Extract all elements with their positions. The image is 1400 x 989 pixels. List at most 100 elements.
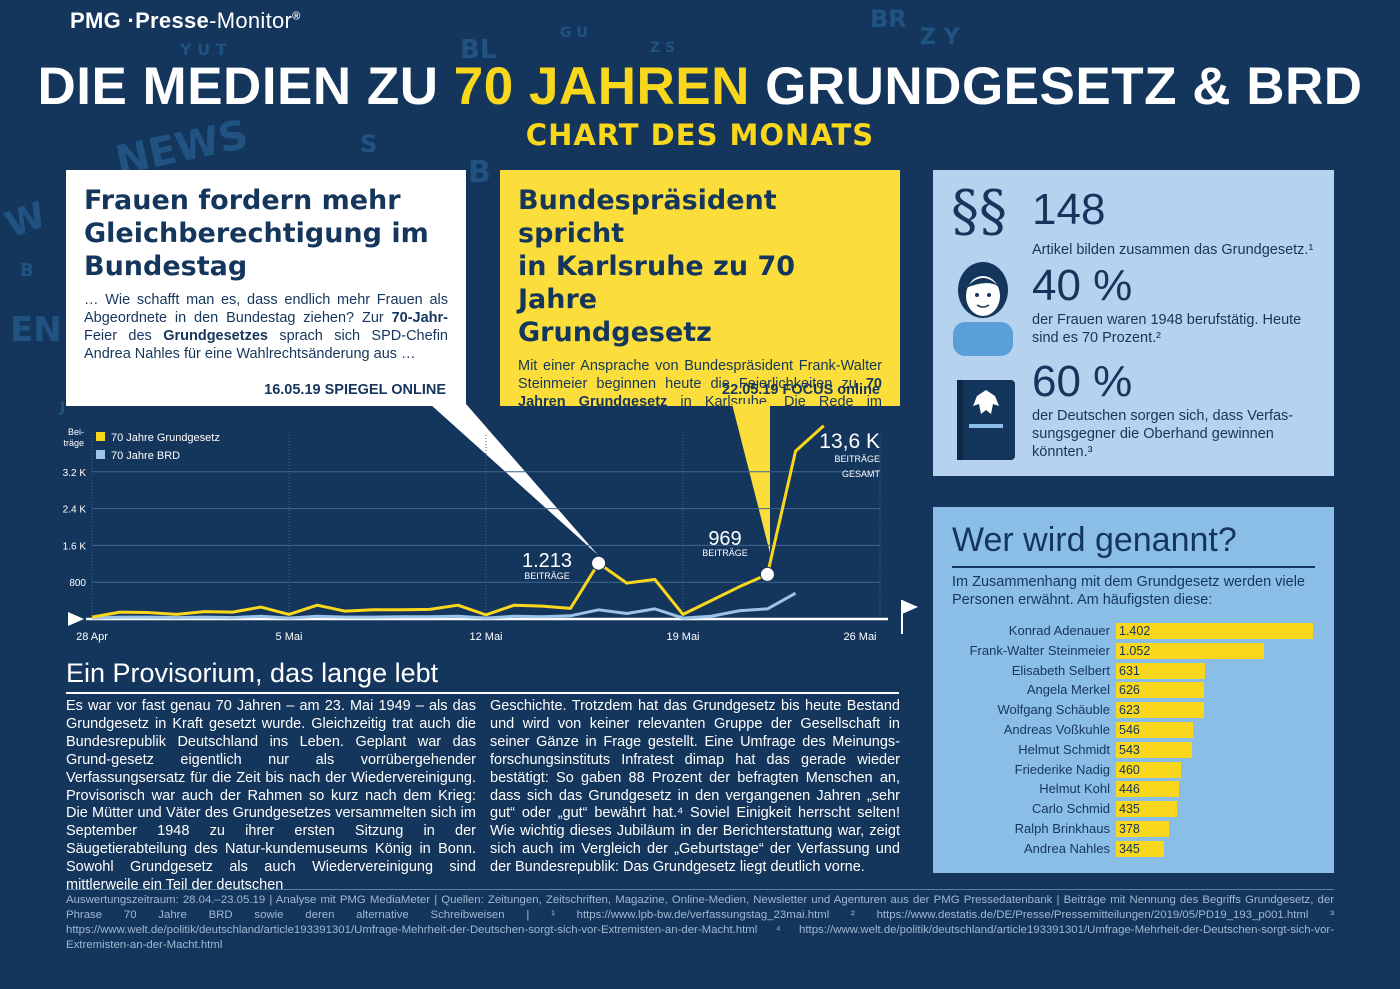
mention-count: 543 (1119, 742, 1140, 757)
mention-bar: 546 (1116, 722, 1193, 738)
woman-icon (953, 262, 1013, 356)
mention-name: Andrea Nahles (1024, 840, 1110, 856)
y-tick-label: 800 (69, 578, 86, 589)
page-title: DIE MEDIEN ZU 70 JAHREN GRUNDGESETZ & BR… (37, 57, 1363, 116)
fact-constitution: 60 % der Deutschen sorgen sich, dass Ver… (933, 360, 1334, 470)
mention-row: Angela Merkel 626 (933, 681, 1334, 699)
mention-bar: 435 (1116, 801, 1178, 818)
mentions-divider (952, 566, 1315, 568)
bubble-tail-left (430, 404, 598, 555)
mention-count: 1.402 (1119, 624, 1151, 638)
y-axis-label: Bei- (68, 427, 84, 437)
mention-bar: 1.052 (1116, 642, 1264, 659)
mentions-panel: Wer wird genannt? Im Zusammenhang mit de… (933, 507, 1334, 873)
series-line (91, 591, 797, 620)
constitution-book-icon (957, 380, 1015, 460)
start-arrow-icon (68, 612, 84, 626)
mention-bar: 378 (1116, 821, 1170, 837)
peak-marker (759, 566, 775, 582)
mention-row: Helmut Kohl 446 (933, 780, 1334, 798)
mention-count: 378 (1119, 822, 1140, 836)
chart-legend: 70 Jahre Grundgesetz 70 Jahre BRD (96, 432, 220, 462)
mentions-title: Wer wird genannt? (952, 521, 1237, 559)
mention-bar: 1.402 (1116, 623, 1313, 639)
series-line (91, 424, 825, 619)
x-tick-label: 28 Apr (76, 631, 108, 643)
chart-axes: 800 1.6 K 2.4 K 3.2 K 28 Apr 5 Mai 12 Mai 19 Ma… (63, 427, 918, 643)
mention-bar: 345 (1116, 840, 1165, 857)
mention-name: Elisabeth Selbert (1011, 662, 1110, 678)
peak-sub-label: BEITRÄGE (524, 571, 570, 581)
mention-row: Wolfgang Schäuble 623 (933, 701, 1334, 719)
mention-row: Elisabeth Selbert 631 (933, 662, 1334, 680)
mention-count: 345 (1119, 841, 1140, 856)
mention-row: Carlo Schmid 435 (933, 800, 1334, 818)
finish-flag-icon (902, 600, 918, 614)
mention-row: Helmut Schmidt 543 (933, 741, 1334, 759)
legend-label: 70 Jahre BRD (111, 450, 180, 462)
peak-label: 1.213 (522, 550, 572, 572)
y-axis-label: träge (63, 438, 84, 448)
quote-source: 22.05.19 FOCUS online (722, 382, 880, 398)
footnote-divider (66, 889, 1334, 890)
x-tick-label: 5 Mai (276, 631, 303, 643)
fact-articles: §§ 148 Artikel bilden zusammen das Grund… (951, 179, 1314, 259)
quote-source: 16.05.19 SPIEGEL ONLINE (264, 382, 446, 398)
mention-bar: 626 (1116, 682, 1204, 699)
mention-name: Frank-Walter Steinmeier (969, 642, 1110, 658)
article-column-1: Es war vor fast genau 70 Jahren – am 23.… (66, 698, 476, 894)
total-sub-label: BEITRÄGE (834, 454, 880, 464)
mention-bar: 543 (1116, 741, 1193, 758)
x-tick-label: 12 Mai (469, 631, 502, 643)
paragraph-icon: §§ (951, 179, 1007, 244)
peak-sub-label: BEITRÄGE (702, 548, 748, 558)
mention-bar: 623 (1116, 702, 1204, 719)
mention-row: Andrea Nahles 345 (933, 840, 1334, 858)
x-tick-label: 19 Mai (666, 631, 699, 643)
bubble-tail-right (732, 404, 770, 553)
mention-name: Konrad Adenauer (1008, 623, 1110, 638)
quote-text: Mit einer Ansprache von Bundespräsident … (518, 358, 882, 446)
mentions-intro: Im Zusammenhang mit dem Grundgesetz werd… (952, 574, 1305, 608)
mention-name: Wolfgang Schäuble (997, 702, 1110, 718)
mention-name: Ralph Brinkhaus (1014, 821, 1110, 836)
chart-grid (91, 435, 881, 619)
footnote: Auswertungszeitraum: 28.04.–23.05.19 | A… (66, 894, 1334, 951)
x-tick-label: 26 Mai (843, 631, 876, 643)
mention-name: Carlo Schmid (1031, 801, 1110, 817)
mention-count: 435 (1119, 802, 1140, 817)
legend-swatch (96, 432, 105, 441)
mention-bar: 631 (1116, 662, 1205, 679)
news-quote-spiegel: Frauen fordern mehr Gleichberechtigung i… (66, 170, 466, 406)
mention-name: Angela Merkel (1026, 682, 1110, 698)
mention-count: 631 (1119, 663, 1140, 678)
news-quote-focus: Bundespräsident spricht in Karlsruhe zu … (500, 170, 900, 446)
total-label: 13,6 K (819, 430, 880, 453)
mention-count: 546 (1119, 723, 1140, 737)
mention-count: 460 (1119, 762, 1140, 777)
fact-women: 40 % der Frauen waren 1948 berufstätig. … (933, 258, 1334, 358)
y-tick-label: 2.4 K (63, 505, 87, 516)
mention-count: 626 (1119, 683, 1140, 698)
mention-row: Ralph Brinkhaus 378 (933, 820, 1334, 838)
mention-name: Andreas Voßkuhle (1003, 722, 1110, 737)
mention-row: Frank-Walter Steinmeier 1.052 (933, 642, 1334, 660)
mention-row: Friederike Nadig 460 (933, 761, 1334, 779)
legend-label: 70 Jahre Grundgesetz (111, 432, 220, 444)
mention-name: Friederike Nadig (1014, 761, 1110, 777)
mention-count: 623 (1119, 703, 1140, 718)
peak-label: 969 (708, 528, 741, 550)
mention-row: Konrad Adenauer 1.402 (933, 622, 1334, 640)
mention-count: 1.052 (1119, 643, 1151, 658)
y-tick-label: 1.6 K (63, 541, 87, 552)
quote-text: … Wie schafft man es, dass endlich mehr … (84, 292, 448, 362)
chart-series (91, 424, 825, 620)
article-title: Ein Provisorium, das lange lebt (66, 658, 439, 688)
mention-bar: 446 (1116, 781, 1179, 798)
page-subtitle: CHART DES MONATS (525, 118, 875, 152)
mention-bar: 460 (1116, 761, 1181, 778)
facts-panel: §§ 148 Artikel bilden zusammen das Grund… (933, 170, 1334, 476)
mention-name: Helmut Kohl (1039, 781, 1110, 797)
quote-heading: Bundespräsident spricht in Karlsruhe zu … (518, 185, 796, 348)
